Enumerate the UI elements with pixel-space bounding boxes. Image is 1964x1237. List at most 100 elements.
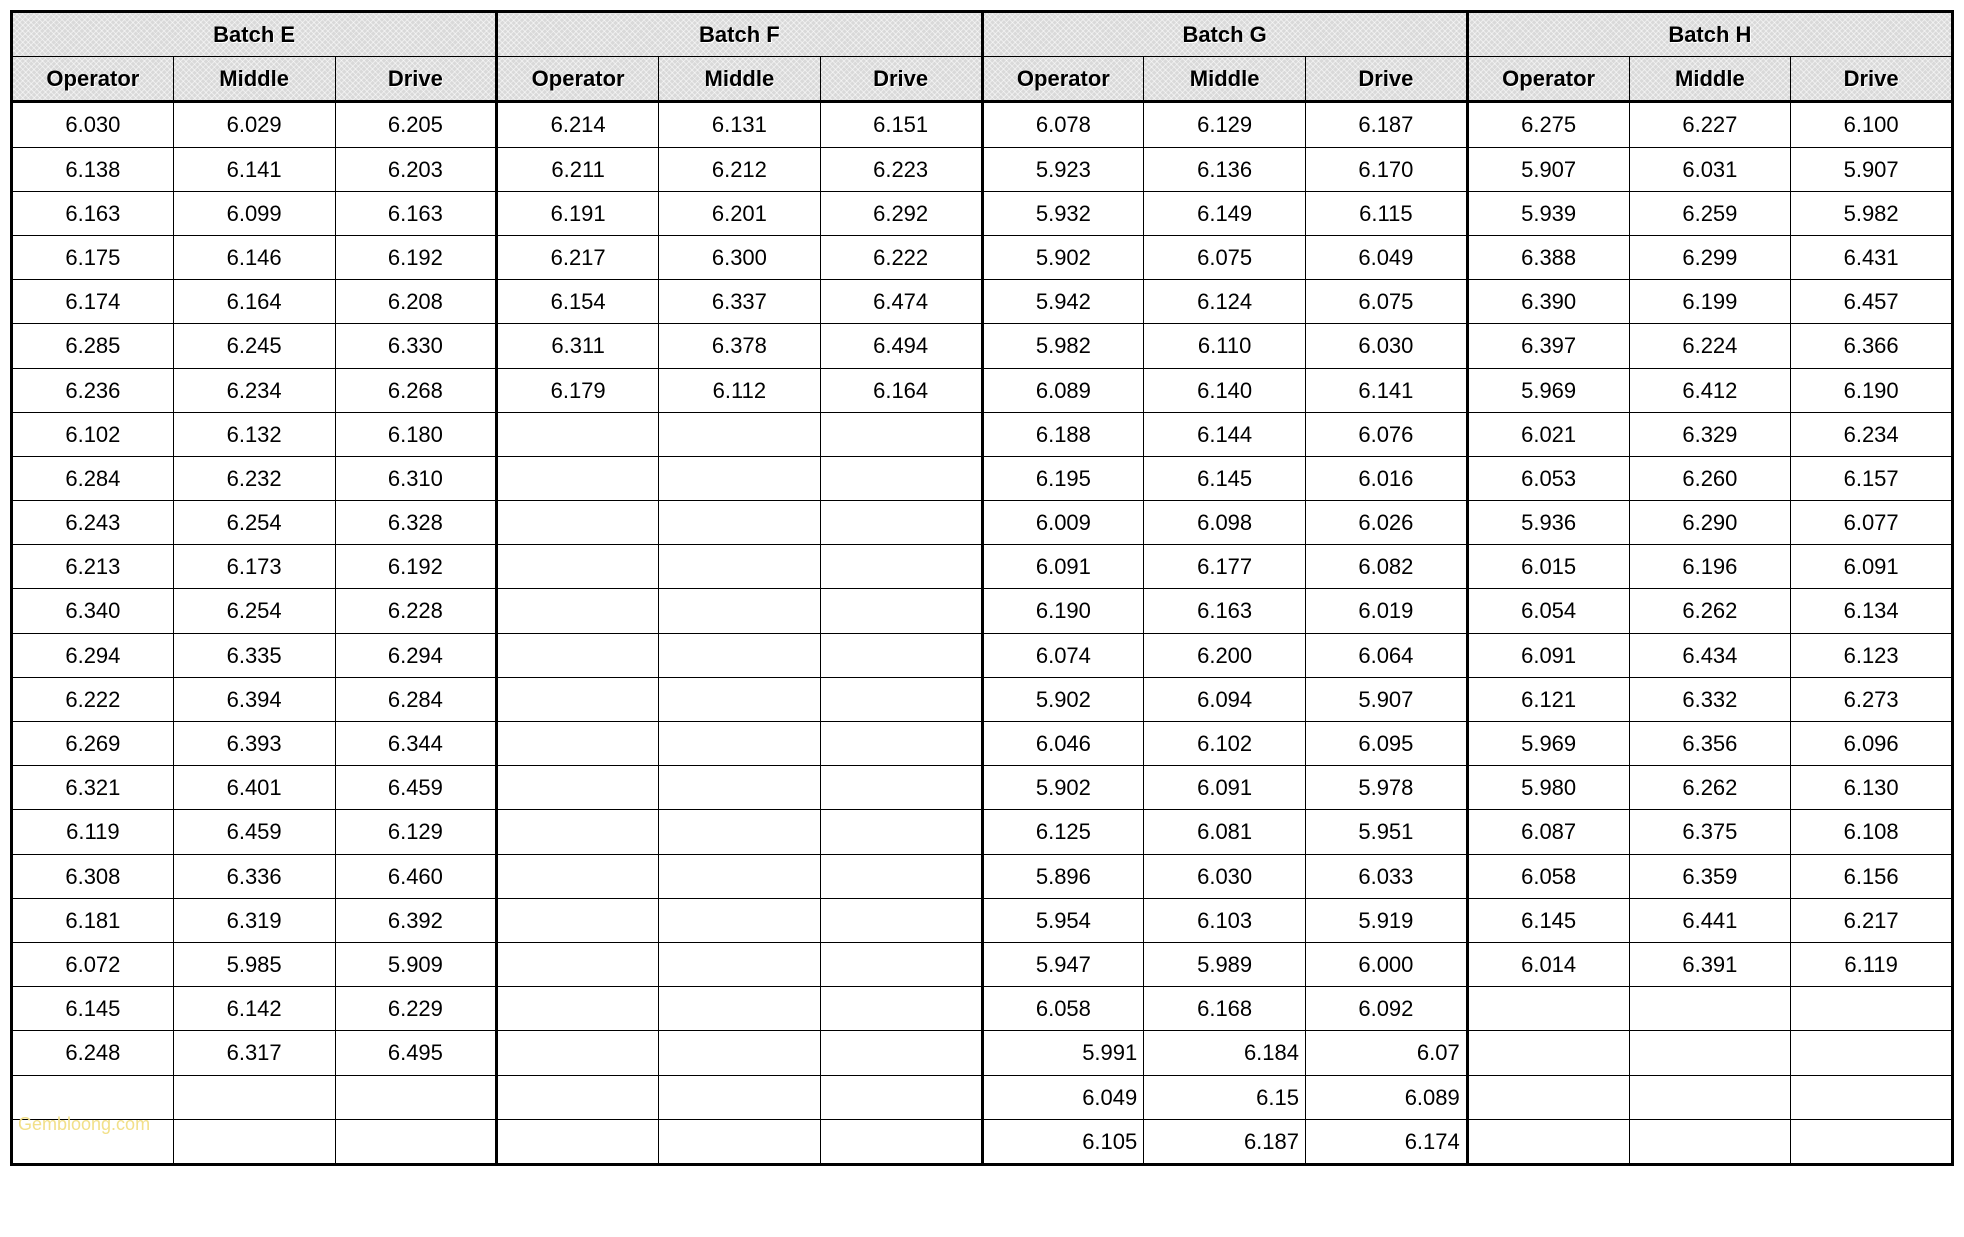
data-cell: 6.205 xyxy=(335,102,497,147)
data-cell: 6.401 xyxy=(173,766,335,810)
data-cell xyxy=(497,854,659,898)
data-cell: 6.119 xyxy=(1791,942,1953,986)
data-cell: 6.393 xyxy=(173,722,335,766)
data-cell xyxy=(820,722,982,766)
data-cell: 6.136 xyxy=(1144,147,1306,191)
data-cell: 6.131 xyxy=(659,102,821,147)
data-cell xyxy=(659,987,821,1031)
data-cell: 6.100 xyxy=(1791,102,1953,147)
data-cell: 6.222 xyxy=(820,235,982,279)
data-cell xyxy=(820,545,982,589)
data-cell: 5.923 xyxy=(982,147,1144,191)
data-cell xyxy=(659,412,821,456)
data-cell: 6.053 xyxy=(1467,456,1629,500)
data-cell: 5.942 xyxy=(982,280,1144,324)
data-cell xyxy=(659,766,821,810)
data-cell: 6.026 xyxy=(1306,501,1468,545)
data-cell xyxy=(12,1075,174,1119)
table-header: Batch EBatch FBatch GBatch HOperatorMidd… xyxy=(12,12,1953,102)
data-cell: 6.284 xyxy=(335,677,497,721)
data-cell: 5.982 xyxy=(982,324,1144,368)
data-cell: 6.095 xyxy=(1306,722,1468,766)
data-cell xyxy=(659,942,821,986)
column-header: Drive xyxy=(820,57,982,102)
data-cell: 6.141 xyxy=(1306,368,1468,412)
data-cell: 6.211 xyxy=(497,147,659,191)
data-cell: 6.319 xyxy=(173,898,335,942)
data-cell: 5.919 xyxy=(1306,898,1468,942)
data-cell: 6.009 xyxy=(982,501,1144,545)
data-cell: 6.254 xyxy=(173,501,335,545)
data-cell: 5.969 xyxy=(1467,722,1629,766)
data-cell: 6.329 xyxy=(1629,412,1791,456)
data-cell: 6.140 xyxy=(1144,368,1306,412)
data-cell: 6.089 xyxy=(1306,1075,1468,1119)
data-cell: 6.173 xyxy=(173,545,335,589)
data-cell xyxy=(659,854,821,898)
data-cell: 5.902 xyxy=(982,235,1144,279)
data-cell xyxy=(497,501,659,545)
data-cell: 6.311 xyxy=(497,324,659,368)
data-cell: 6.123 xyxy=(1791,633,1953,677)
data-cell xyxy=(659,456,821,500)
data-cell xyxy=(820,987,982,1031)
data-cell: 6.000 xyxy=(1306,942,1468,986)
data-cell: 6.328 xyxy=(335,501,497,545)
data-cell xyxy=(1467,1031,1629,1075)
data-cell: 6.15 xyxy=(1144,1075,1306,1119)
data-cell: 5.902 xyxy=(982,677,1144,721)
data-cell: 6.103 xyxy=(1144,898,1306,942)
data-cell: 6.391 xyxy=(1629,942,1791,986)
data-cell: 6.234 xyxy=(1791,412,1953,456)
data-cell: 6.181 xyxy=(12,898,174,942)
data-cell: 6.224 xyxy=(1629,324,1791,368)
batch-header: Batch H xyxy=(1467,12,1952,57)
data-cell: 5.951 xyxy=(1306,810,1468,854)
data-cell xyxy=(820,677,982,721)
data-cell: 6.290 xyxy=(1629,501,1791,545)
data-cell: 6.07 xyxy=(1306,1031,1468,1075)
data-cell xyxy=(1629,987,1791,1031)
data-cell: 6.175 xyxy=(12,235,174,279)
data-cell: 5.947 xyxy=(982,942,1144,986)
data-cell: 6.164 xyxy=(173,280,335,324)
data-cell: 6.236 xyxy=(12,368,174,412)
data-cell xyxy=(820,810,982,854)
data-cell xyxy=(173,1075,335,1119)
data-cell: 6.030 xyxy=(1144,854,1306,898)
data-cell: 6.308 xyxy=(12,854,174,898)
data-cell: 6.121 xyxy=(1467,677,1629,721)
data-cell: 5.982 xyxy=(1791,191,1953,235)
data-cell: 6.077 xyxy=(1791,501,1953,545)
data-cell: 6.129 xyxy=(335,810,497,854)
column-header: Operator xyxy=(497,57,659,102)
data-cell: 5.936 xyxy=(1467,501,1629,545)
data-cell: 6.115 xyxy=(1306,191,1468,235)
data-cell: 6.177 xyxy=(1144,545,1306,589)
data-cell: 5.907 xyxy=(1467,147,1629,191)
data-cell xyxy=(659,898,821,942)
data-cell: 6.217 xyxy=(1791,898,1953,942)
data-cell xyxy=(659,501,821,545)
data-cell: 6.332 xyxy=(1629,677,1791,721)
data-cell: 6.335 xyxy=(173,633,335,677)
data-cell: 6.199 xyxy=(1629,280,1791,324)
data-cell: 6.110 xyxy=(1144,324,1306,368)
batch-data-table-container: Batch EBatch FBatch GBatch HOperatorMidd… xyxy=(10,10,1954,1166)
data-cell: 6.344 xyxy=(335,722,497,766)
data-cell: 6.058 xyxy=(982,987,1144,1031)
data-cell: 5.932 xyxy=(982,191,1144,235)
data-cell: 6.213 xyxy=(12,545,174,589)
data-cell: 6.144 xyxy=(1144,412,1306,456)
data-cell: 6.190 xyxy=(1791,368,1953,412)
data-cell xyxy=(497,898,659,942)
data-cell xyxy=(1467,1075,1629,1119)
data-cell: 6.190 xyxy=(982,589,1144,633)
data-cell: 6.091 xyxy=(1144,766,1306,810)
data-cell: 5.954 xyxy=(982,898,1144,942)
data-cell xyxy=(820,1119,982,1164)
data-cell: 6.030 xyxy=(12,102,174,147)
data-cell xyxy=(497,545,659,589)
data-cell: 6.082 xyxy=(1306,545,1468,589)
data-cell: 6.299 xyxy=(1629,235,1791,279)
